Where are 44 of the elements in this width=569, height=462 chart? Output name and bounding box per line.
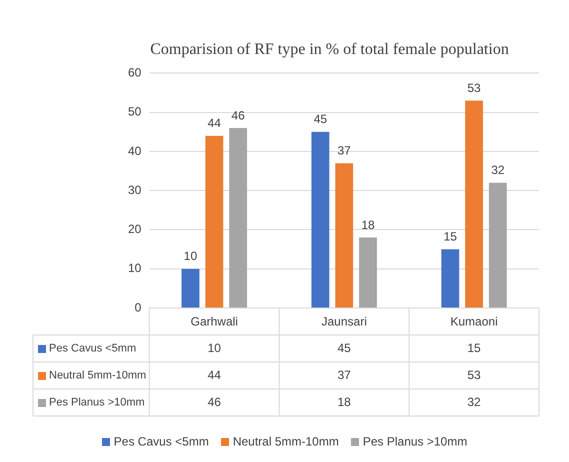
- data-label: 10: [184, 249, 198, 264]
- bar: [441, 249, 460, 308]
- bar: [205, 136, 224, 308]
- y-tick-label: 60: [128, 66, 142, 80]
- text: 44: [208, 368, 222, 382]
- text: 18: [337, 394, 352, 409]
- data-label: 15: [444, 230, 458, 244]
- bar: [182, 268, 200, 308]
- bar: [488, 182, 507, 308]
- text: Neutral 5mm-10mm: [232, 434, 339, 448]
- text: 10: [208, 340, 222, 355]
- bar: [335, 163, 354, 308]
- bar: [465, 100, 483, 308]
- y-tick-label: 50: [128, 104, 142, 119]
- bar: [359, 238, 377, 308]
- x-tick-label: Kumaoni: [450, 314, 498, 329]
- bar: [311, 132, 330, 308]
- text: 37: [337, 368, 352, 382]
- y-tick-label: 40: [128, 144, 142, 158]
- x-tick-label: Garhwali: [190, 314, 238, 329]
- text: 32: [467, 394, 482, 409]
- text: Pes Cavus <5mm: [114, 434, 209, 448]
- text: 45: [337, 340, 352, 355]
- data-label: 46: [231, 108, 246, 122]
- legend-label: Neutral 5mm-10mm: [49, 370, 146, 382]
- text: 15: [467, 340, 482, 355]
- data-label: 45: [314, 112, 328, 126]
- data-label: 44: [208, 116, 222, 130]
- text: 53: [467, 368, 482, 382]
- data-label: 18: [361, 218, 375, 232]
- legend-label: Pes Cavus <5mm: [49, 342, 136, 355]
- bar: [229, 128, 248, 308]
- y-tick-label: 30: [128, 182, 142, 197]
- y-tick-label: 20: [128, 222, 142, 236]
- data-label: 32: [491, 163, 505, 178]
- legend-label: Pes Planus >10mm: [49, 396, 145, 409]
- y-tick-label: 10: [128, 261, 142, 276]
- text: Pes Planus >10mm: [362, 434, 468, 448]
- x-tick-label: Jaunsari: [321, 314, 367, 329]
- data-label: 37: [337, 144, 352, 158]
- data-label: 53: [467, 80, 482, 95]
- text: 46: [208, 394, 222, 409]
- chart-title: Comparision of RF type in % of total female population: [150, 40, 509, 58]
- y-tick-label: 0: [134, 300, 142, 314]
